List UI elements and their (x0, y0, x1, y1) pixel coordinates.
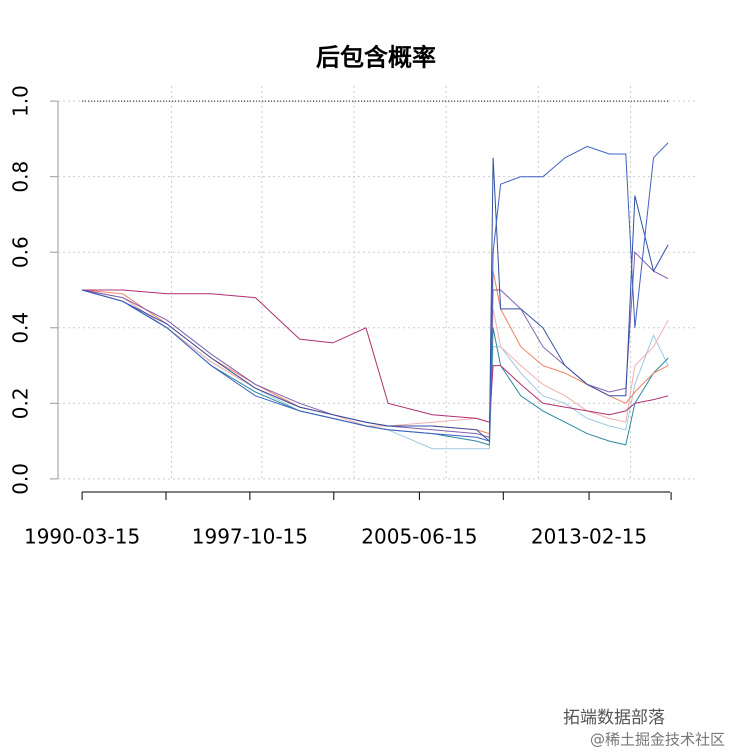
x-tick-label: 2005-06-15 (361, 525, 477, 549)
y-tick-label: 0.0 (9, 463, 33, 495)
watermark: 拓端数据部落 (563, 708, 665, 728)
series-line (81, 157, 669, 443)
series-line (82, 289, 669, 423)
y-tick-label: 1.0 (9, 85, 33, 117)
watermark: @稀土掘金技术社区 (590, 731, 725, 749)
chart-title: 后包含概率 (316, 43, 436, 72)
x-tick-label: 1997-10-15 (192, 525, 308, 549)
y-tick-label: 0.8 (9, 161, 33, 193)
x-tick-label: 1990-03-15 (24, 525, 140, 549)
series-line (81, 289, 669, 450)
x-tick-label: 2013-02-15 (531, 525, 647, 549)
series-line (81, 289, 669, 446)
y-tick-label: 0.6 (9, 236, 33, 268)
series-line (81, 142, 669, 442)
y-tick-label: 0.4 (9, 312, 33, 344)
y-tick-label: 0.2 (9, 387, 33, 419)
